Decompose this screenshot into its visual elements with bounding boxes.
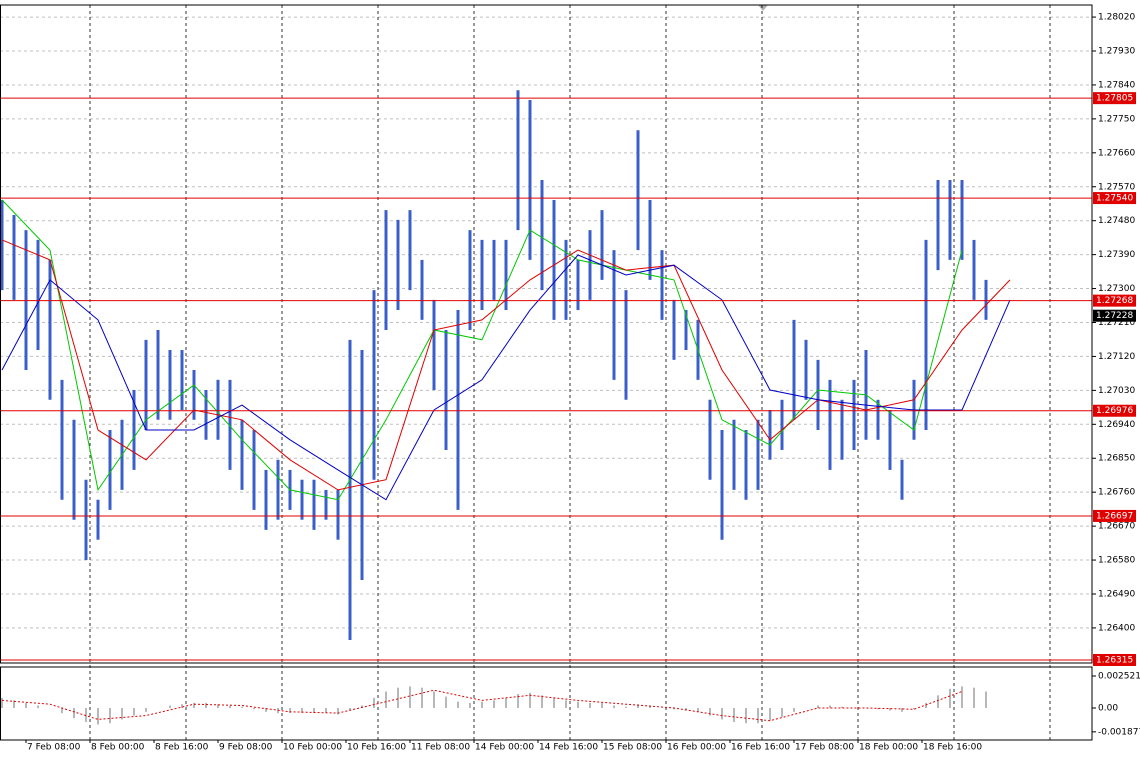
y-tick-label: 1.27030 (1098, 386, 1135, 396)
level-label-bg (1093, 653, 1136, 666)
x-tick-label: 14 Feb 16:00 (539, 743, 598, 753)
level-label-bg (1093, 404, 1136, 417)
x-tick-label: 17 Feb 08:00 (795, 743, 854, 753)
y-tick-label: 1.27570 (1098, 182, 1135, 192)
level-label: 1.26315 (1096, 655, 1133, 665)
x-tick-label: 10 Feb 00:00 (283, 743, 342, 753)
y-tick-label: 1.27840 (1098, 80, 1135, 90)
level-label-bg (1093, 192, 1136, 205)
level-label-bg (1093, 92, 1136, 105)
y-tick-label: 1.27930 (1098, 47, 1135, 57)
y-tick-label: 1.28020 (1098, 13, 1135, 23)
level-label: 1.26976 (1096, 406, 1133, 416)
y-tick-label: 1.26850 (1098, 454, 1135, 464)
y-tick-label: 1.26760 (1098, 488, 1135, 498)
y-tick-label: 1.26580 (1098, 556, 1135, 566)
y-tick-label: 1.27210 (1098, 318, 1135, 328)
y-tick-label: 1.26670 (1098, 522, 1135, 532)
level-label-bg (1093, 294, 1136, 307)
x-tick-label: 18 Feb 00:00 (859, 743, 918, 753)
x-tick-label: 16 Feb 00:00 (667, 743, 726, 753)
y-tick-label: 1.26940 (1098, 420, 1135, 430)
level-label: 1.27268 (1096, 296, 1133, 306)
y-tick-label: 0.002521 (1098, 672, 1140, 682)
y-tick-label: 1.27660 (1098, 148, 1135, 158)
y-tick-label: 1.27750 (1098, 114, 1135, 124)
x-tick-label: 18 Feb 16:00 (923, 743, 982, 753)
y-tick-label: 1.27480 (1098, 216, 1135, 226)
x-tick-label: 9 Feb 08:00 (219, 743, 273, 753)
y-tick-label: 0.00 (1098, 704, 1118, 714)
moving-average (1, 254, 1011, 501)
y-tick-label: 1.27120 (1098, 352, 1135, 362)
x-tick-label: 15 Feb 08:00 (603, 743, 662, 753)
x-tick-label: 10 Feb 16:00 (347, 743, 406, 753)
y-tick-label: -0.001877 (1098, 727, 1140, 737)
y-tick-label: 1.26490 (1098, 589, 1135, 599)
moving-average (1, 239, 1011, 491)
y-tick-label: 1.26400 (1098, 623, 1135, 633)
x-tick-label: 16 Feb 16:00 (731, 743, 790, 753)
y-tick-label: 1.27390 (1098, 250, 1135, 260)
x-tick-label: 8 Feb 00:00 (91, 743, 145, 753)
price-axis-bg (1092, 0, 1140, 757)
level-label-bg (1093, 509, 1136, 522)
oscillator-panel-frame (0, 666, 1093, 741)
x-tick-label: 14 Feb 00:00 (475, 743, 534, 753)
x-tick-label: 11 Feb 08:00 (411, 743, 470, 753)
x-tick-label: 7 Feb 08:00 (27, 743, 81, 753)
y-tick-label: 1.27300 (1098, 284, 1135, 294)
moving-average (1, 199, 963, 501)
level-label: 1.27805 (1096, 94, 1133, 104)
level-label: 1.26697 (1096, 511, 1133, 521)
x-tick-label: 8 Feb 16:00 (155, 743, 209, 753)
last-price-label: 1.27228 (1096, 311, 1133, 321)
main-panel-frame (0, 4, 1093, 664)
level-label: 1.27540 (1096, 194, 1133, 204)
shift-marker (758, 5, 768, 11)
signal-line (1, 689, 963, 722)
last-price-bg (1093, 309, 1136, 322)
